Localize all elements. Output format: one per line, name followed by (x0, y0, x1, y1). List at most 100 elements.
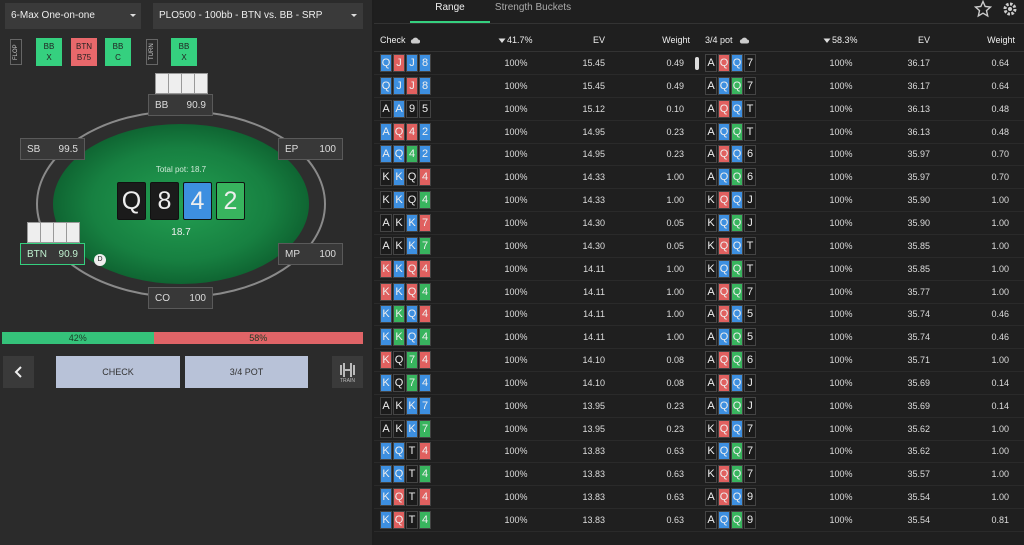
hand-frequency: 100% (504, 263, 528, 274)
action-box[interactable]: BB X (36, 38, 62, 66)
hand-ev: 14.11 (583, 332, 605, 343)
hand-card: 7 (406, 351, 418, 370)
seat: BTN 90.9 (20, 243, 85, 265)
row-divider (699, 233, 1024, 235)
hand-card: Q (393, 511, 405, 529)
row-divider (374, 165, 699, 167)
action-player: BB (43, 42, 55, 51)
hand-frequency: 100% (829, 217, 853, 228)
cloud-icon[interactable] (410, 36, 420, 44)
seat: SB 99.5 (20, 138, 85, 160)
hand-card: Q (718, 76, 730, 95)
back-button[interactable] (3, 356, 34, 388)
hand-ev: 35.69 (907, 377, 930, 388)
hand-ev: 13.95 (582, 400, 605, 411)
hand-weight: 1.00 (666, 172, 684, 183)
hand-weight: 0.23 (666, 149, 684, 160)
hand-ev: 14.10 (582, 355, 605, 366)
hand-frequency: 100% (829, 355, 853, 366)
card-back (168, 73, 182, 94)
seat-name: EP (285, 144, 299, 155)
settings-icon[interactable] (1002, 1, 1018, 17)
seat-name: BB (155, 100, 169, 111)
dropdown[interactable]: 6-Max One-on-one (5, 3, 141, 29)
hand-card: 4 (419, 282, 431, 301)
hand-weight: 0.10 (666, 103, 684, 114)
row-divider (374, 462, 699, 464)
row-divider (374, 119, 699, 121)
star-icon[interactable] (974, 0, 992, 18)
row-divider (374, 325, 699, 327)
hand-frequency: 100% (829, 80, 853, 91)
hand-card: K (380, 282, 392, 301)
action-box[interactable]: BB X (171, 38, 197, 66)
hand-card: K (380, 305, 392, 324)
hand-ev: 14.33 (582, 195, 605, 206)
hand-card: 7 (744, 54, 756, 72)
train-button[interactable] (332, 356, 363, 388)
hand-card: K (393, 236, 405, 255)
hand-card: J (406, 54, 418, 72)
card-back (66, 222, 80, 243)
right-panel (374, 0, 1024, 545)
hand-ev: 36.13 (907, 103, 930, 114)
hand-ev: 35.54 (907, 515, 930, 525)
hand-card: Q (393, 122, 405, 141)
row-divider (374, 485, 699, 487)
hand-card: 4 (419, 442, 431, 461)
seat-stack: 99.5 (58, 144, 78, 155)
hand-card: Q (406, 259, 418, 278)
chevron-icon (14, 366, 22, 378)
hand-frequency: 100% (829, 240, 853, 251)
hand-frequency: 100% (829, 446, 853, 457)
sort-icon[interactable] (498, 37, 506, 45)
hand-frequency: 100% (504, 58, 528, 68)
hand-weight: 1.00 (666, 286, 684, 297)
hand-ev: 35.90 (907, 217, 930, 228)
hand-card: A (705, 99, 717, 118)
header-divider (699, 51, 1024, 52)
tab[interactable]: Range (435, 2, 465, 13)
seat-name: SB (27, 144, 41, 155)
hand-card: Q (718, 465, 730, 484)
sort-icon[interactable] (823, 37, 831, 45)
hand-ev: 35.74 (907, 309, 930, 320)
hand-card: Q (718, 419, 730, 438)
hand-frequency: 100% (829, 58, 853, 68)
hand-card: Q (718, 145, 730, 164)
hand-card: 7 (419, 213, 431, 232)
hand-frequency: 100% (829, 286, 853, 297)
hand-card: 8 (419, 54, 431, 72)
hand-card: 4 (419, 511, 431, 529)
hand-frequency: 100% (504, 240, 528, 251)
row-divider (699, 531, 1024, 532)
hand-card: Q (380, 76, 392, 95)
hand-ev: 15.45 (582, 58, 605, 68)
hand-card: A (380, 236, 392, 255)
hand-card: A (380, 145, 392, 164)
tab[interactable]: Strength Buckets (494, 2, 572, 13)
hand-card: T (744, 122, 756, 141)
hand-weight: 1.00 (991, 263, 1009, 274)
card-back (155, 73, 169, 94)
cloud-icon[interactable] (739, 36, 749, 44)
hand-ev: 14.33 (582, 172, 605, 183)
hand-card: 7 (419, 396, 431, 415)
dropdown[interactable]: PLO500 - 100bb - BTN vs. BB - SRP (153, 3, 363, 29)
row-divider (699, 439, 1024, 441)
bet-button[interactable]: 3/4 POT (185, 356, 308, 388)
row-divider (374, 393, 699, 395)
action-box[interactable]: BTN B75 (71, 38, 97, 66)
hand-ev: 35.85 (907, 240, 930, 251)
hand-card: 4 (406, 122, 418, 141)
hand-card: 7 (744, 282, 756, 301)
hand-card: 5 (744, 305, 756, 324)
hand-card: K (705, 236, 717, 255)
hand-frequency: 100% (504, 515, 528, 525)
hand-card: 6 (744, 168, 756, 187)
hand-card: T (744, 99, 756, 118)
hand-card: K (380, 168, 392, 187)
check-button[interactable]: CHECK (56, 356, 180, 388)
hand-weight: 1.00 (991, 240, 1009, 251)
action-box[interactable]: BB C (105, 38, 131, 66)
